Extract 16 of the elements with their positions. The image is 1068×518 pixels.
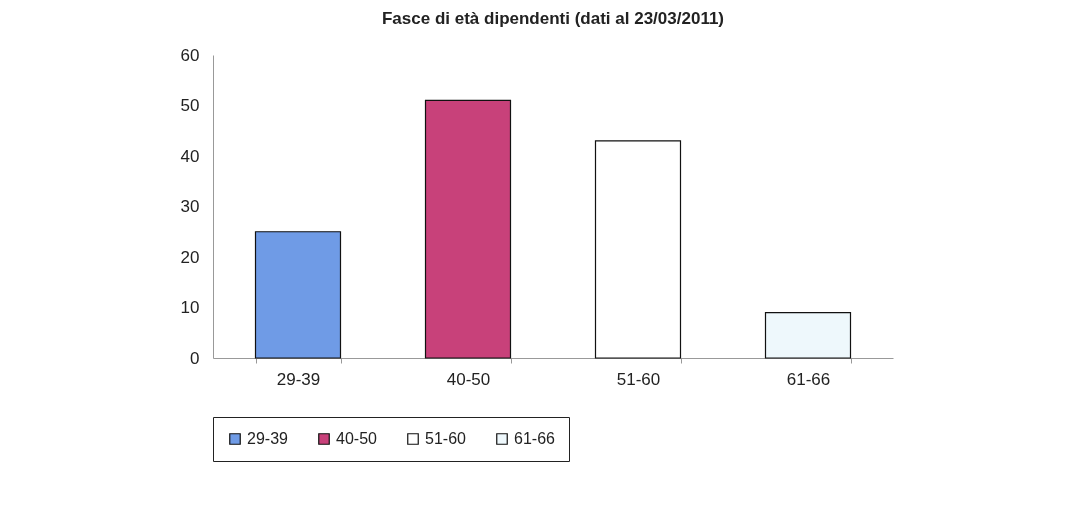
y-tick-label: 0 — [190, 348, 200, 368]
y-tick-label: 20 — [180, 247, 200, 267]
legend-label: 51-60 — [425, 430, 467, 447]
x-tick-label: 61-66 — [786, 369, 831, 389]
legend-label: 61-66 — [514, 430, 556, 447]
y-tick-label: 50 — [180, 96, 200, 115]
legend-label: 29-39 — [247, 430, 289, 447]
chart-title: Fasce di età dipendenti (dati al 23/03/2011) — [381, 9, 725, 28]
x-tick-label: 29-39 — [276, 369, 321, 389]
y-tick-label: 30 — [180, 197, 200, 216]
x-tick-label: 51-60 — [616, 369, 661, 389]
y-tick-label: 40 — [180, 146, 200, 166]
y-tick-label: 60 — [180, 45, 200, 65]
legend-label: 40-50 — [336, 430, 378, 447]
y-tick-label: 10 — [180, 298, 200, 317]
x-tick-label: 40-50 — [446, 369, 491, 389]
